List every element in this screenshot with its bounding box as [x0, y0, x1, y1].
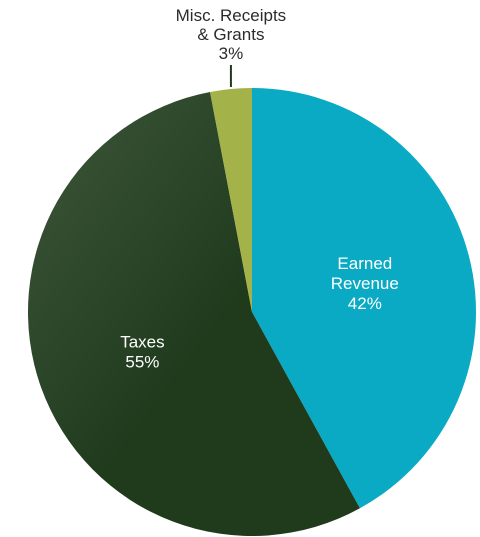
slice-earned-revenue — [252, 88, 477, 509]
category-label-earned-revenue: Earned — [337, 254, 392, 273]
pie-slices — [27, 88, 477, 537]
percent-label-misc-receipts-grants: 3% — [219, 44, 244, 63]
category-label-misc-receipts-grants: Misc. Receipts — [176, 6, 287, 25]
category-label-earned-revenue: Revenue — [331, 274, 399, 293]
slice-misc-receipts-grants — [210, 88, 252, 312]
category-label-taxes: Taxes — [120, 332, 164, 351]
percent-label-earned-revenue: 42% — [348, 294, 382, 313]
slice-taxes-sheen — [27, 91, 360, 537]
category-label-misc-receipts-grants: & Grants — [197, 25, 264, 44]
percent-label-taxes: 55% — [125, 352, 159, 371]
